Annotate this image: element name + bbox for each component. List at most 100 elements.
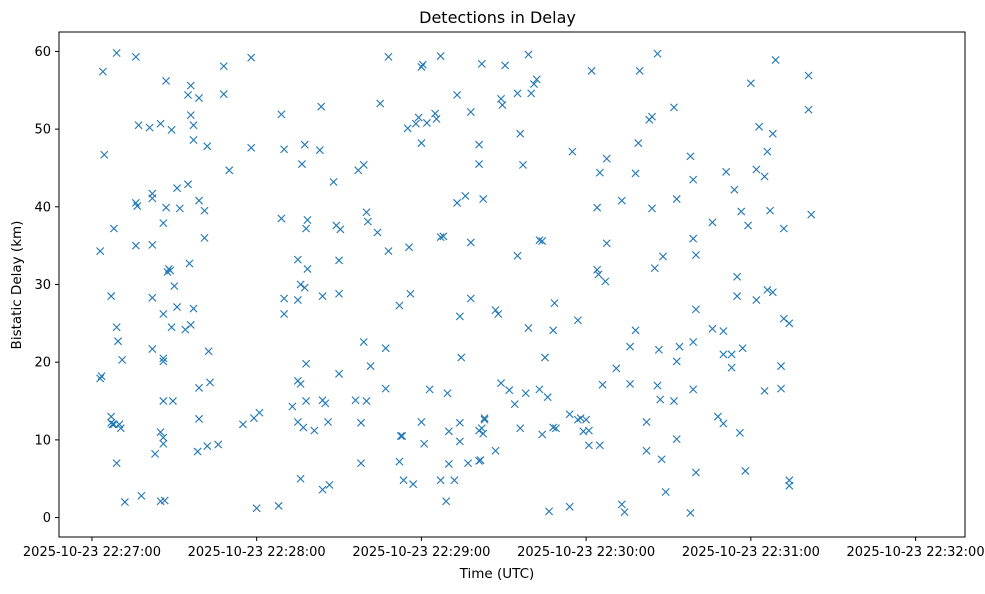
data-point	[475, 160, 484, 169]
data-point	[602, 154, 611, 163]
data-point	[713, 412, 722, 421]
data-point	[195, 196, 204, 205]
data-point	[540, 353, 549, 362]
data-point	[453, 198, 462, 207]
data-point	[297, 160, 306, 169]
data-point	[491, 306, 500, 315]
data-point	[225, 166, 234, 175]
data-point	[777, 362, 786, 371]
data-point	[181, 325, 190, 334]
data-point	[112, 48, 121, 57]
data-point	[195, 414, 204, 423]
data-point	[417, 62, 426, 71]
data-point	[595, 441, 604, 450]
data-point	[593, 265, 602, 274]
data-point	[219, 90, 228, 99]
data-point	[173, 303, 182, 312]
data-point	[691, 305, 700, 314]
data-point	[476, 456, 485, 465]
data-point	[543, 393, 552, 402]
data-point	[634, 139, 643, 148]
data-point	[159, 433, 168, 442]
data-point	[200, 206, 209, 215]
data-point	[148, 240, 157, 249]
data-point	[669, 397, 678, 406]
data-point	[550, 299, 559, 308]
data-point	[362, 208, 371, 217]
data-point	[96, 247, 105, 256]
data-point	[464, 459, 473, 468]
data-point	[159, 310, 168, 319]
data-point	[274, 501, 283, 510]
data-point	[203, 142, 212, 151]
data-point	[310, 426, 319, 435]
data-point	[100, 150, 109, 159]
data-point	[650, 264, 659, 273]
data-point	[672, 435, 681, 444]
data-point	[527, 89, 536, 98]
data-point	[648, 204, 657, 213]
data-point	[479, 195, 488, 204]
data-point	[439, 232, 448, 241]
chart-title: Detections in Delay	[419, 8, 576, 27]
data-point	[376, 99, 385, 108]
data-point	[168, 397, 177, 406]
data-point	[565, 410, 574, 419]
data-point	[752, 296, 761, 305]
data-point	[755, 122, 764, 131]
data-point	[335, 256, 344, 265]
data-point	[524, 50, 533, 59]
data-point	[587, 66, 596, 75]
data-point	[302, 359, 311, 368]
data-point	[395, 457, 404, 466]
data-point	[505, 386, 514, 395]
data-point	[109, 224, 118, 233]
data-point	[659, 252, 667, 261]
data-point	[247, 53, 256, 62]
data-point	[317, 102, 326, 111]
data-point	[148, 344, 157, 353]
data-point	[518, 160, 527, 169]
data-point	[120, 498, 129, 507]
data-point	[321, 399, 330, 408]
data-point	[131, 241, 140, 250]
data-point	[436, 233, 445, 242]
x-axis-ticks: 2025-10-23 22:27:00 2025-10-23 22:28:00 20…	[23, 537, 985, 560]
data-point	[359, 160, 368, 169]
data-point	[277, 110, 286, 119]
data-point	[738, 344, 747, 353]
data-point	[551, 424, 560, 433]
data-point	[422, 118, 431, 127]
data-point	[535, 385, 544, 394]
data-point	[318, 292, 327, 301]
x-tick-label: 2025-10-23 22:31:00	[682, 545, 820, 560]
data-point	[300, 140, 309, 149]
data-point	[804, 105, 813, 114]
data-point	[672, 357, 681, 366]
data-point	[455, 312, 464, 321]
data-point	[238, 420, 247, 429]
data-point	[626, 342, 635, 351]
data-point	[219, 62, 228, 71]
data-point	[785, 481, 794, 490]
data-point	[656, 395, 665, 404]
data-point	[359, 338, 368, 346]
data-point	[722, 167, 731, 176]
x-tick-label: 2025-10-23 22:29:00	[352, 545, 490, 560]
data-point	[189, 136, 198, 144]
data-point	[175, 204, 184, 213]
data-point	[686, 508, 695, 517]
data-point	[193, 447, 202, 456]
data-point	[477, 59, 486, 68]
data-point	[97, 372, 106, 381]
data-point	[727, 350, 736, 359]
data-point	[436, 52, 445, 61]
data-point	[98, 67, 107, 76]
data-point	[204, 347, 213, 356]
data-point	[302, 397, 311, 406]
x-tick-label: 2025-10-23 22:28:00	[188, 545, 326, 560]
data-point	[134, 121, 143, 130]
data-point	[137, 491, 146, 500]
data-point	[107, 412, 116, 421]
